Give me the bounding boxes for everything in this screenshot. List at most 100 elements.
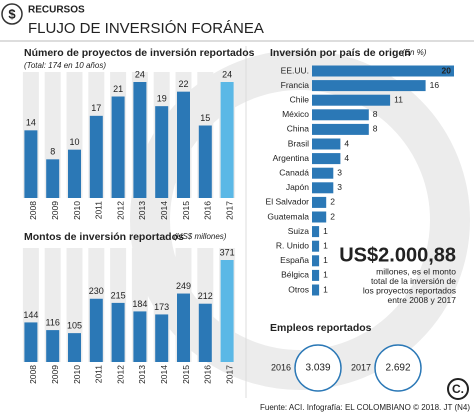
x-tick-label: 2017 [224, 365, 234, 384]
bar [177, 91, 190, 198]
employment-year: 2017 [351, 362, 371, 372]
category-label: Chile [290, 94, 310, 104]
employment-title: Empleos reportados [270, 322, 372, 334]
bar [46, 159, 60, 198]
value-label: 1 [323, 255, 328, 265]
value-label: 15 [200, 113, 210, 123]
value-label: 8 [373, 109, 378, 119]
bar [312, 65, 454, 77]
bar [220, 82, 234, 198]
bar [312, 94, 391, 106]
value-label: 21 [113, 84, 123, 94]
value-label: 11 [394, 94, 403, 104]
x-tick-label: 2015 [181, 365, 191, 384]
bar [312, 255, 320, 267]
value-label: 173 [154, 302, 169, 312]
employment-value: 2.692 [385, 363, 410, 374]
bar [312, 80, 426, 92]
bar [312, 211, 327, 223]
logo-ring [447, 378, 469, 400]
value-label: 212 [198, 291, 213, 301]
bar [312, 269, 320, 281]
value-label: 184 [132, 299, 147, 309]
bar [220, 260, 234, 362]
bar [111, 302, 125, 362]
total-description: total de la inversión de [371, 276, 456, 286]
employment-circle [374, 344, 422, 392]
x-tick-label: 2013 [137, 365, 147, 384]
bar [133, 82, 147, 198]
value-label: 8 [373, 124, 378, 134]
total-amount: US$2.000,88 [339, 244, 456, 266]
total-description: los proyectos reportados [363, 285, 456, 295]
bar [312, 240, 320, 252]
x-tick-label: 2014 [159, 201, 169, 220]
x-tick-label: 2009 [50, 201, 60, 220]
kicker: RECURSOS [28, 5, 85, 16]
value-label: 1 [323, 284, 328, 294]
bar [312, 167, 334, 179]
category-label: R. Unido [276, 240, 309, 250]
category-label: Brasil [288, 138, 309, 148]
value-label: 10 [69, 137, 79, 147]
employment-year: 2016 [271, 362, 291, 372]
bar [312, 182, 334, 194]
category-label: China [287, 124, 309, 134]
bar [89, 298, 103, 362]
bar [312, 226, 320, 238]
bar [312, 196, 327, 208]
value-label: 144 [23, 310, 38, 320]
value-label: 1 [323, 270, 328, 280]
x-tick-label: 2011 [94, 201, 104, 220]
x-tick-label: 2009 [50, 365, 60, 384]
bar [68, 333, 81, 362]
bar [155, 106, 169, 198]
total-description: millones, es el monto [376, 266, 456, 276]
value-label: 14 [26, 118, 36, 128]
bar [24, 130, 38, 198]
value-label: 4 [344, 138, 349, 148]
bar [312, 153, 341, 165]
value-label: 3 [337, 182, 342, 192]
x-tick-label: 2014 [159, 365, 169, 384]
value-label: 8 [50, 147, 55, 157]
x-tick-label: 2011 [94, 365, 104, 384]
chart-title: Inversión por país de origen [270, 47, 411, 59]
value-label: 3 [337, 167, 342, 177]
chart-subtitle: (Total: 174 en 10 años) [24, 61, 106, 70]
x-tick-label: 2012 [115, 201, 125, 220]
bar [312, 284, 320, 296]
x-tick-label: 2008 [28, 201, 38, 220]
category-label: Bélgica [281, 270, 309, 280]
x-tick-label: 2012 [115, 365, 125, 384]
value-label: 249 [176, 281, 191, 291]
value-label: 105 [67, 321, 82, 331]
value-label: 24 [135, 69, 145, 79]
value-label: 371 [220, 247, 235, 257]
employment-circle [294, 344, 342, 392]
category-label: Suiza [288, 226, 310, 236]
x-tick-label: 2017 [224, 201, 234, 220]
x-tick-label: 2010 [72, 201, 82, 220]
chart-title: Montos de inversión reportados [24, 231, 184, 243]
value-label: 20 [442, 65, 452, 75]
x-tick-label: 2016 [203, 201, 213, 220]
category-label: Japón [286, 182, 309, 192]
value-label: 17 [91, 103, 101, 113]
chart-subtitle: (US$ millones) [174, 232, 227, 241]
category-label: Otros [288, 284, 309, 294]
bar [312, 138, 341, 150]
value-label: 116 [46, 317, 60, 327]
title: FLUJO DE INVERSIÓN FORÁNEA [28, 20, 264, 37]
logo: C. [452, 382, 464, 396]
icon-symbol: $ [8, 6, 16, 21]
x-tick-label: 2016 [203, 365, 213, 384]
employment-value: 3.039 [305, 363, 330, 374]
category-label: Canadá [279, 167, 309, 177]
x-tick-label: 2010 [72, 365, 82, 384]
bar [198, 303, 212, 362]
x-tick-label: 2013 [137, 201, 147, 220]
total-description: entre 2008 y 2017 [387, 295, 456, 305]
category-label: Guatemala [267, 211, 309, 221]
